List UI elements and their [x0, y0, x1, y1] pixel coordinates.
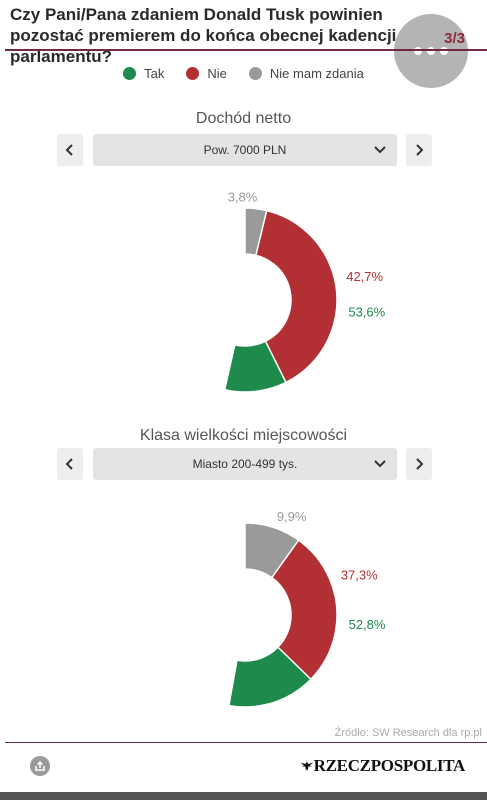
data-label-nie: 42,7%: [346, 269, 383, 284]
income-select[interactable]: Pow. 7000 PLN: [93, 134, 397, 166]
eagle-icon: [300, 761, 314, 771]
legend-label: Tak: [144, 66, 165, 81]
donut-slice-nie-mam-zdania: [244, 522, 300, 579]
legend: Tak Nie Nie mam zdania: [0, 66, 487, 81]
donut-chart-income: 53,6% 42,7% 3,8%: [223, 190, 386, 393]
chevron-left-icon: [65, 458, 73, 470]
data-label-nie: 37,3%: [341, 568, 378, 583]
chevron-down-icon: [374, 460, 386, 468]
publisher-logo: RZECZPOSPOLITA: [300, 752, 465, 780]
more-options-button[interactable]: [394, 14, 468, 88]
legend-label: Nie: [207, 66, 227, 81]
chevron-left-icon: [65, 144, 73, 156]
logo-text: RZECZPOSPOLITA: [313, 756, 466, 775]
town-size-select[interactable]: Miasto 200-499 tys.: [93, 448, 397, 480]
prev-town-size-button[interactable]: [57, 448, 83, 480]
data-label-nie-mam-zdania: 3,8%: [228, 190, 258, 205]
page-indicator: 3/3: [444, 30, 465, 47]
next-income-button[interactable]: [406, 134, 432, 166]
income-select-value: Pow. 7000 PLN: [203, 143, 287, 157]
more-icon: [414, 47, 448, 55]
next-town-size-button[interactable]: [406, 448, 432, 480]
legend-label: Nie mam zdania: [269, 66, 364, 81]
town-size-select-value: Miasto 200-499 tys.: [192, 457, 298, 471]
chevron-right-icon: [416, 458, 424, 470]
donut-slice-nie-mam-zdania: [244, 207, 268, 257]
donut-slice-nie: [244, 207, 338, 384]
data-label-tak: 53,6%: [348, 305, 385, 320]
legend-swatch: [123, 67, 137, 80]
chevron-down-icon: [374, 146, 386, 154]
title-divider: [5, 49, 487, 51]
share-button[interactable]: [30, 756, 50, 776]
data-label-nie-mam-zdania: 9,9%: [277, 509, 307, 524]
legend-swatch: [248, 67, 262, 80]
legend-swatch: [186, 67, 200, 80]
chart-title: Czy Pani/Pana zdaniem Donald Tusk powini…: [10, 5, 397, 66]
legend-item-nie: Nie: [186, 66, 227, 81]
prev-income-button[interactable]: [57, 134, 83, 166]
legend-item-tak: Tak: [123, 66, 164, 81]
legend-item-nie-mam-zdania: Nie mam zdania: [248, 66, 364, 81]
data-label-tak: 52,8%: [349, 617, 386, 632]
share-icon: [35, 760, 45, 771]
section-title-income: Dochód netto: [195, 110, 292, 127]
footer-divider: [5, 742, 487, 743]
section-title-town-size: Klasa wielkości miejscowości: [139, 427, 348, 444]
source-note: Źródło: SW Research dla rp.pl: [334, 727, 482, 739]
donut-chart-town-size: 52,8% 37,3% 9,9%: [228, 509, 386, 708]
bottom-bar: [0, 792, 487, 800]
chevron-right-icon: [416, 144, 424, 156]
